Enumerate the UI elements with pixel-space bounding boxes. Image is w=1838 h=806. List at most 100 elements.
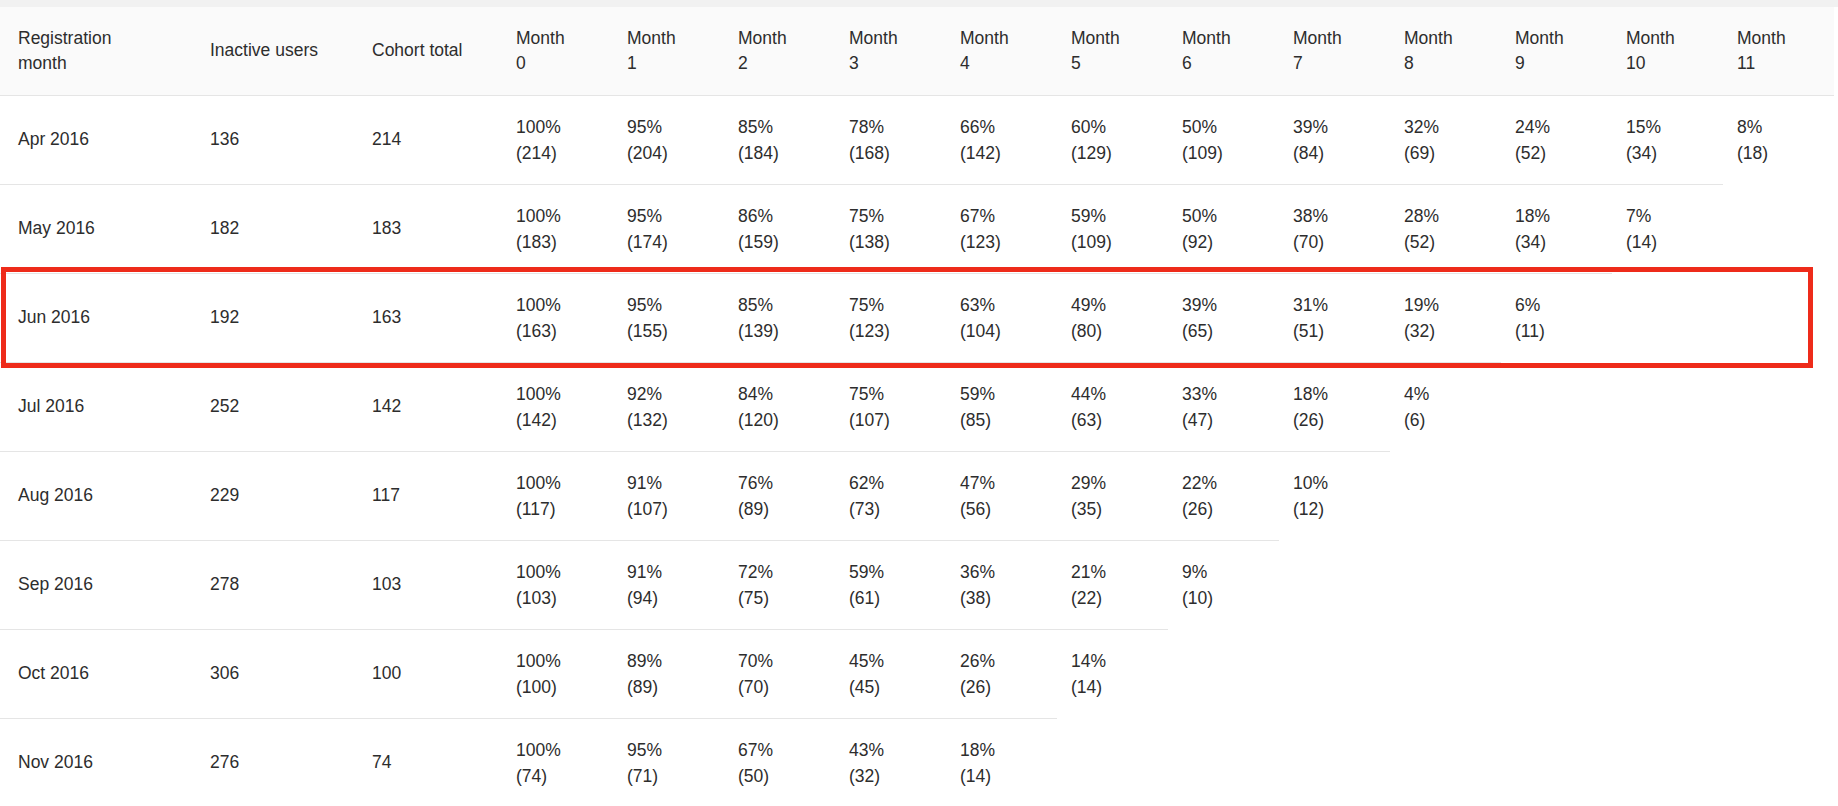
cell-month-7 [1279,540,1390,629]
retention-percent: 95% [627,737,718,763]
retention-percent: 8% [1737,114,1828,140]
cell-month-4: 67%(123) [946,184,1057,273]
retention-count: (14) [960,763,1051,789]
table-row: Sep 2016278103100%(103)91%(94)72%(75)59%… [0,540,1834,629]
column-header: Month 2 [724,7,835,95]
cell-inactive-users: 276 [196,718,358,806]
cell-month-5 [1057,718,1168,806]
retention-count: (56) [960,496,1051,522]
cell-cohort-total: 100 [358,629,502,718]
retention-count: (92) [1182,229,1273,255]
cell-month-5: 59%(109) [1057,184,1168,273]
cell-month-11 [1723,718,1834,806]
retention-count: (74) [516,763,607,789]
cell-month-4: 47%(56) [946,451,1057,540]
cell-month-1: 95%(174) [613,184,724,273]
retention-percent: 95% [627,114,718,140]
cell-month-0: 100%(103) [502,540,613,629]
column-header: Cohort total [358,7,502,95]
cell-inactive-users: 136 [196,95,358,184]
table-body: Apr 2016136214100%(214)95%(204)85%(184)7… [0,95,1834,806]
cell-month-0: 100%(183) [502,184,613,273]
cell-month-8 [1390,629,1501,718]
cell-month-5: 49%(80) [1057,273,1168,362]
cell-month-10: 15%(34) [1612,95,1723,184]
retention-percent: 49% [1071,292,1162,318]
retention-count: (6) [1404,407,1495,433]
retention-percent: 4% [1404,381,1495,407]
cell-month-7: 10%(12) [1279,451,1390,540]
retention-count: (80) [1071,318,1162,344]
cell-month-7: 38%(70) [1279,184,1390,273]
retention-percent: 100% [516,559,607,585]
cell-month-10 [1612,718,1723,806]
cell-registration-month: May 2016 [0,184,196,273]
cell-month-8 [1390,540,1501,629]
retention-percent: 28% [1404,203,1495,229]
retention-percent: 33% [1182,381,1273,407]
cell-month-6: 33%(47) [1168,362,1279,451]
column-header: Month 4 [946,7,1057,95]
column-header-label: Month 5 [1071,26,1133,76]
retention-count: (12) [1293,496,1384,522]
cell-month-7: 39%(84) [1279,95,1390,184]
cell-month-7 [1279,629,1390,718]
retention-percent: 100% [516,381,607,407]
cell-month-11 [1723,540,1834,629]
cell-month-6: 50%(109) [1168,95,1279,184]
cell-month-2: 85%(139) [724,273,835,362]
column-header: Month 11 [1723,7,1834,95]
cell-cohort-total: 74 [358,718,502,806]
cell-month-4: 36%(38) [946,540,1057,629]
cell-month-2: 67%(50) [724,718,835,806]
retention-count: (139) [738,318,829,344]
cell-month-5: 60%(129) [1057,95,1168,184]
retention-count: (52) [1404,229,1495,255]
retention-count: (35) [1071,496,1162,522]
retention-count: (107) [627,496,718,522]
retention-percent: 19% [1404,292,1495,318]
cell-month-1: 91%(107) [613,451,724,540]
retention-count: (104) [960,318,1051,344]
retention-count: (38) [960,585,1051,611]
cell-month-0: 100%(100) [502,629,613,718]
cell-month-10 [1612,540,1723,629]
retention-percent: 14% [1071,648,1162,674]
cell-month-0: 100%(74) [502,718,613,806]
retention-count: (138) [849,229,940,255]
retention-percent: 29% [1071,470,1162,496]
retention-count: (117) [516,496,607,522]
retention-count: (132) [627,407,718,433]
cell-inactive-users: 278 [196,540,358,629]
retention-count: (32) [849,763,940,789]
retention-percent: 84% [738,381,829,407]
retention-count: (89) [627,674,718,700]
column-header-label: Month 6 [1182,26,1244,76]
retention-count: (70) [1293,229,1384,255]
cell-cohort-total: 183 [358,184,502,273]
cell-month-10: 7%(14) [1612,184,1723,273]
cell-month-11 [1723,273,1834,362]
retention-count: (75) [738,585,829,611]
cell-cohort-total: 214 [358,95,502,184]
retention-percent: 100% [516,737,607,763]
retention-percent: 18% [1293,381,1384,407]
cell-month-3: 62%(73) [835,451,946,540]
retention-count: (204) [627,140,718,166]
column-header: Month 6 [1168,7,1279,95]
table-row: Jul 2016252142100%(142)92%(132)84%(120)7… [0,362,1834,451]
column-header: Month 0 [502,7,613,95]
retention-count: (89) [738,496,829,522]
retention-percent: 89% [627,648,718,674]
cell-month-5: 14%(14) [1057,629,1168,718]
retention-percent: 100% [516,292,607,318]
column-header-label: Cohort total [372,38,484,63]
cell-registration-month: Nov 2016 [0,718,196,806]
cell-month-6: 9%(10) [1168,540,1279,629]
cell-cohort-total: 163 [358,273,502,362]
column-header-label: Month 4 [960,26,1022,76]
retention-percent: 100% [516,114,607,140]
table-header: Registration monthInactive usersCohort t… [0,7,1834,95]
column-header-label: Month 10 [1626,26,1688,76]
retention-count: (10) [1182,585,1273,611]
